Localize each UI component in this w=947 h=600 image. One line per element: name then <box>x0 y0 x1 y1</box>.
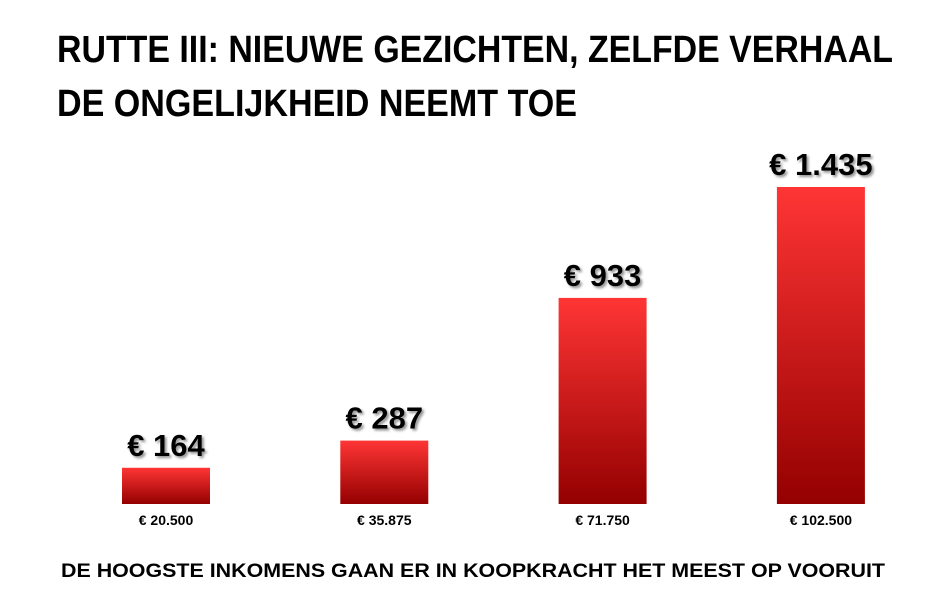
bar <box>776 187 865 504</box>
bar <box>558 297 647 504</box>
chart-title: RUTTE III: NIEUWE GEZICHTEN, ZELFDE VERH… <box>57 29 893 71</box>
value-label: € 287 <box>346 401 424 436</box>
bar <box>122 467 210 504</box>
annotation: DE HOOGSTE INKOMENS GAAN ER IN KOOPKRACH… <box>61 561 885 582</box>
value-label: € 933 <box>564 258 642 293</box>
bar <box>340 440 429 504</box>
value-label: € 1.435 <box>769 147 872 182</box>
chart-subtitle: DE ONGELIJKHEID NEEMT TOE <box>57 83 577 125</box>
x-tick-label: € 71.750 <box>575 512 630 528</box>
x-tick-label: € 102.500 <box>790 512 852 528</box>
x-tick-label: € 20.500 <box>139 512 194 528</box>
x-tick-label: € 35.875 <box>357 512 412 528</box>
value-label: € 164 <box>127 428 205 463</box>
